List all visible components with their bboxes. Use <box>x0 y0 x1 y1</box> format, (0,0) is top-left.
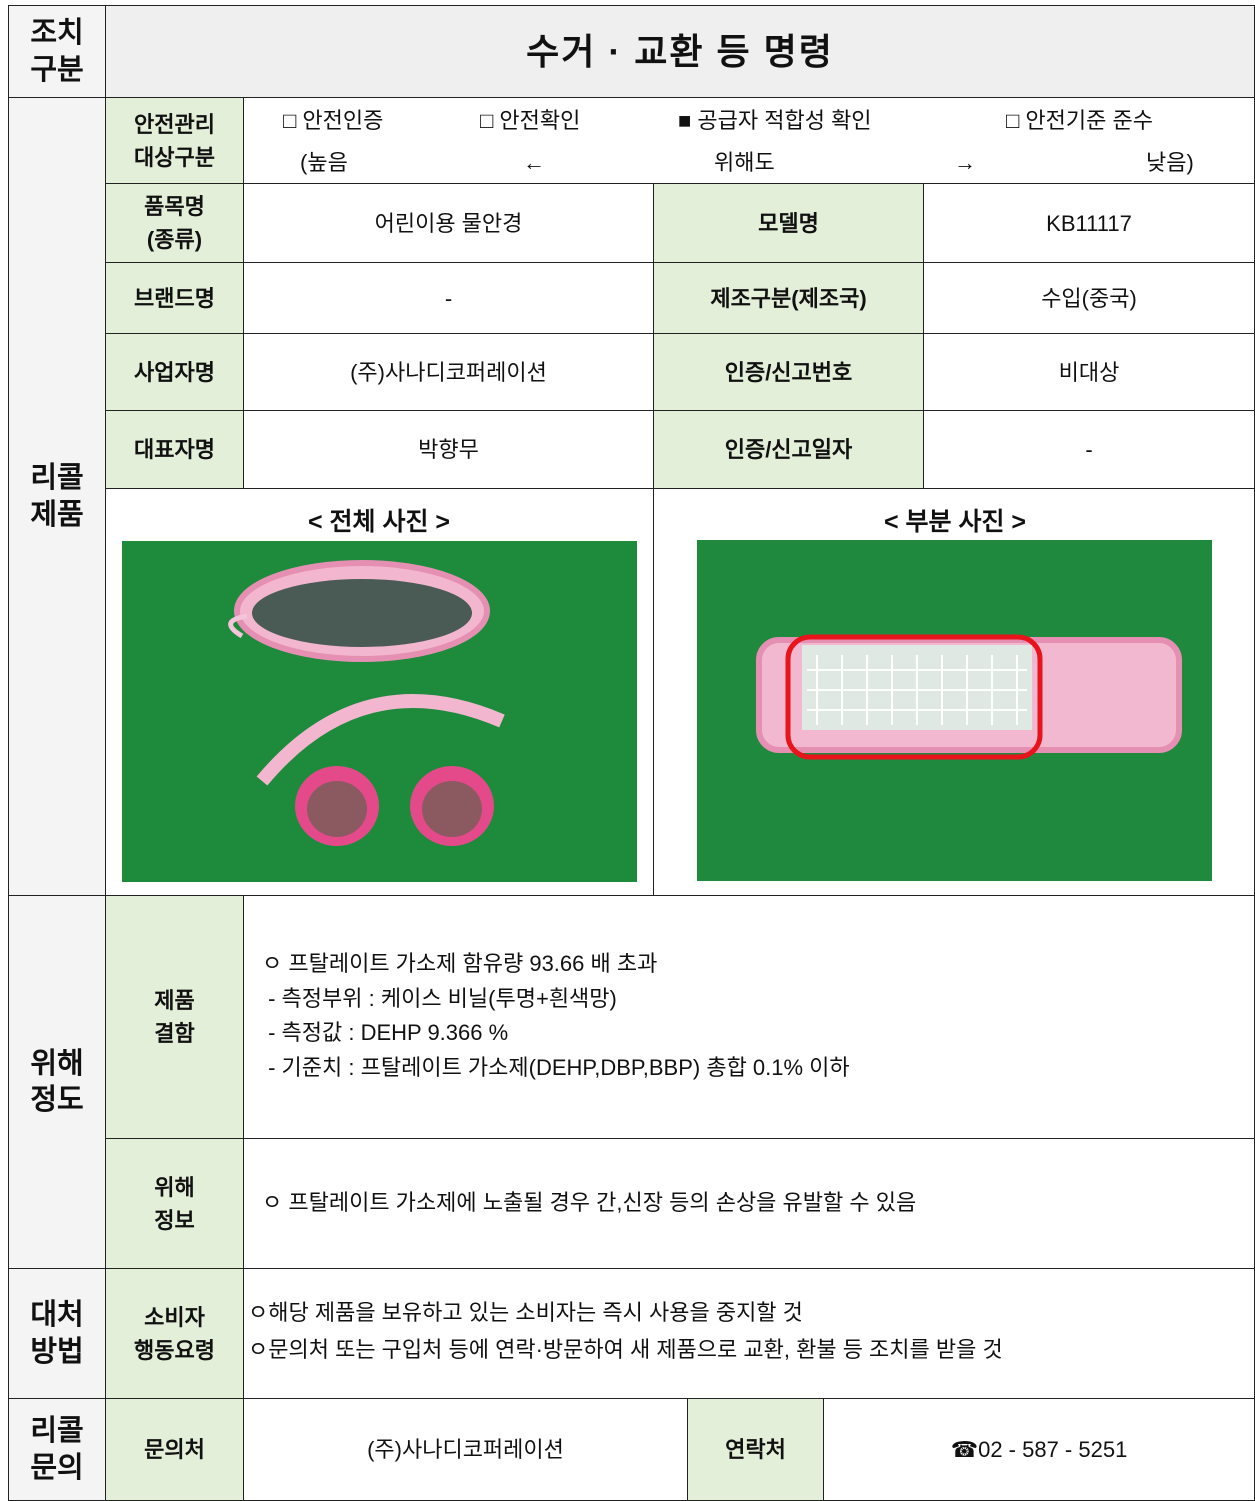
hazard-scale: → <box>954 150 976 175</box>
field-label: 제조구분(제조국) <box>653 262 924 334</box>
field-value: - <box>243 262 654 334</box>
safety-option: ■ 공급자 적합성 확인 <box>678 108 872 133</box>
section-label: 리콜 제품 <box>8 97 106 896</box>
section-label: 조치 구분 <box>8 5 106 98</box>
field-value: (주)사나디코퍼레이션 <box>243 333 654 411</box>
safety-option: □ 안전기준 준수 <box>1006 108 1153 133</box>
safety-option: □ 안전확인 <box>480 108 581 133</box>
field-value: 박향무 <box>243 410 654 489</box>
field-value: 비대상 <box>923 333 1255 411</box>
hazard-scale: (높음 <box>300 150 348 175</box>
defect-line: - 측정값 : DEHP 9.366 % <box>262 1020 509 1045</box>
photo-caption: < 부분 사진 > <box>883 508 1027 536</box>
field-label: 제품 결함 <box>105 895 244 1139</box>
title: 수거 · 교환 등 명령 <box>105 5 1255 98</box>
content-cell <box>243 1268 1255 1399</box>
field-value: 어린이용 물안경 <box>243 183 654 263</box>
full-photo <box>122 541 637 882</box>
section-label: 위해 정도 <box>8 895 106 1269</box>
action-line: ㅇ문의처 또는 구입처 등에 연락·방문하여 새 제품으로 교환, 환불 등 조… <box>248 1337 1003 1362</box>
field-value: - <box>923 410 1255 489</box>
field-value: KB11117 <box>923 183 1255 263</box>
defect-line: - 측정부위 : 케이스 비닐(투명+흰색망) <box>262 985 617 1011</box>
field-value: 수입(중국) <box>923 262 1255 334</box>
field-label: 연락처 <box>687 1398 824 1501</box>
partial-photo <box>697 540 1212 881</box>
field-label: 사업자명 <box>105 333 244 411</box>
field-label: 품목명 (종류) <box>105 183 244 263</box>
hazard-scale: 낮음) <box>1146 150 1194 175</box>
content-cell <box>243 895 1255 1139</box>
field-label: 위해 정보 <box>105 1138 244 1269</box>
field-label: 인증/신고일자 <box>653 410 924 489</box>
field-label: 대표자명 <box>105 410 244 489</box>
field-label: 안전관리 대상구분 <box>105 97 244 184</box>
section-label: 대처 방법 <box>8 1268 106 1399</box>
photo-caption: < 전체 사진 > <box>307 508 451 536</box>
section-label: 리콜 문의 <box>8 1398 106 1501</box>
field-label: 모델명 <box>653 183 924 263</box>
hazard-scale: ← <box>523 150 545 175</box>
field-label: 인증/신고번호 <box>653 333 924 411</box>
safety-option: □ 안전인증 <box>283 108 384 133</box>
action-line: ㅇ해당 제품을 보유하고 있는 소비자는 즉시 사용을 중지할 것 <box>248 1300 803 1325</box>
defect-line: - 기준치 : 프탈레이트 가소제(DEHP,DBP,BBP) 총합 0.1% … <box>262 1054 850 1080</box>
hazard-scale: 위해도 <box>714 150 775 175</box>
field-label: 문의처 <box>105 1398 244 1501</box>
hazard-info: ㅇ 프탈레이트 가소제에 노출될 경우 간,신장 등의 손상을 유발할 수 있음 <box>262 1190 917 1215</box>
defect-line: ㅇ 프탈레이트 가소제 함유량 93.66 배 초과 <box>262 951 658 976</box>
field-label: 소비자 행동요령 <box>105 1268 244 1399</box>
field-value: ☎02 - 587 - 5251 <box>823 1398 1255 1501</box>
field-label: 브랜드명 <box>105 262 244 334</box>
field-value: (주)사나디코퍼레이션 <box>243 1398 688 1501</box>
